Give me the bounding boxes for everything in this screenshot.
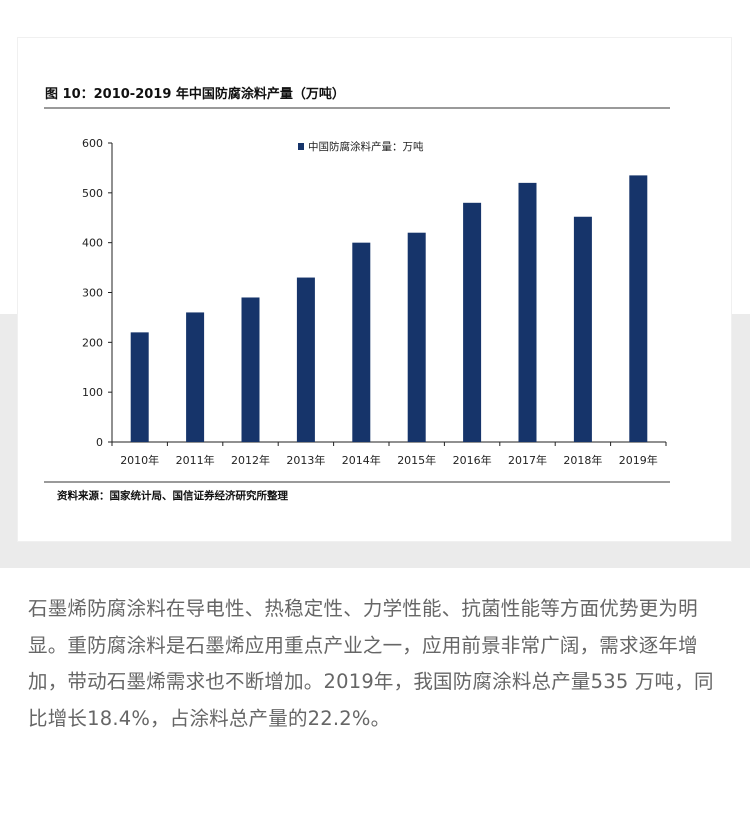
- bar: [573, 216, 592, 442]
- x-tick-label: 2018年: [563, 453, 602, 467]
- y-tick-label: 100: [82, 386, 103, 399]
- x-tick-label: 2017年: [508, 453, 547, 467]
- source-divider: [44, 481, 670, 483]
- legend-label: 中国防腐涂料产量：万吨: [308, 140, 424, 153]
- x-tick-label: 2015年: [397, 453, 436, 467]
- x-tick-label: 2019年: [619, 453, 658, 467]
- x-tick-label: 2011年: [176, 453, 215, 467]
- article-paragraph: 石墨烯防腐涂料在导电性、热稳定性、力学性能、抗菌性能等方面优势更为明显。重防腐涂…: [28, 597, 714, 730]
- figure-title: 图 10：2010-2019 年中国防腐涂料产量（万吨）: [45, 87, 345, 102]
- figure-source: 资料来源：国家统计局、国信证券经济研究所整理: [57, 490, 288, 502]
- x-tick-label: 2010年: [120, 453, 159, 467]
- bar: [352, 242, 371, 442]
- bar: [296, 277, 315, 442]
- bar: [463, 202, 482, 442]
- y-tick-label: 200: [82, 336, 103, 349]
- bar: [629, 175, 648, 442]
- bar: [130, 332, 149, 442]
- y-tick-label: 500: [82, 187, 103, 200]
- y-tick-label: 600: [82, 137, 103, 150]
- bar: [407, 232, 426, 442]
- bar: [241, 297, 260, 442]
- title-divider: [44, 107, 670, 109]
- bar: [186, 312, 205, 442]
- x-tick-label: 2013年: [286, 453, 325, 467]
- y-tick-label: 0: [96, 436, 103, 449]
- y-tick-label: 300: [82, 287, 103, 300]
- bar: [518, 182, 537, 442]
- x-tick-label: 2016年: [453, 453, 492, 467]
- x-tick-label: 2012年: [231, 453, 270, 467]
- x-tick-label: 2014年: [342, 453, 381, 467]
- legend-swatch: [298, 143, 304, 150]
- figure-card: [18, 38, 731, 541]
- y-tick-label: 400: [82, 237, 103, 250]
